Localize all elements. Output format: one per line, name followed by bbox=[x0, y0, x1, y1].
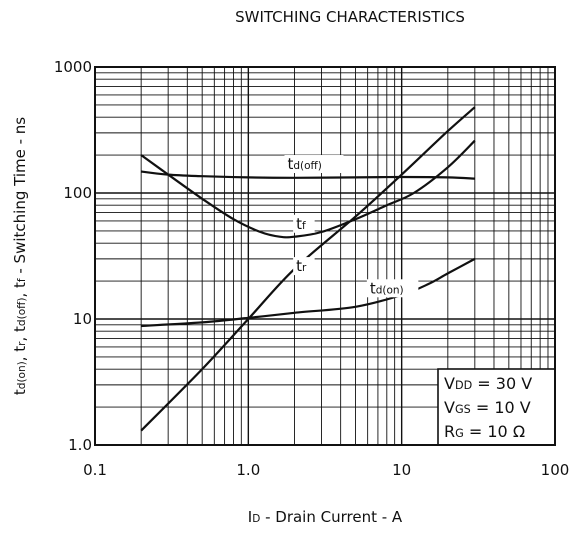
y-axis-label: td(on), tr, td(off), tf - Switching Time… bbox=[11, 117, 29, 395]
y-tick-label: 1.0 bbox=[68, 436, 92, 454]
curve-labels: td(off) tf tr td(on) bbox=[284, 155, 419, 298]
curve-label-bg bbox=[366, 279, 419, 298]
curve-label-bg bbox=[293, 214, 315, 233]
condition-vgs: VGS = 10 V bbox=[444, 398, 531, 417]
curve-tf bbox=[140, 139, 476, 239]
curve-label-tf: tf bbox=[296, 215, 306, 233]
curve-label-bg bbox=[293, 257, 315, 276]
condition-vdd: VDD = 30 V bbox=[444, 374, 532, 393]
curve-label-tr: tr bbox=[296, 257, 307, 275]
curve-label-td-off: td(off) bbox=[287, 155, 321, 173]
x-tick-label: 0.1 bbox=[83, 461, 107, 479]
plot-frame bbox=[94, 66, 556, 446]
curve-label-td-on: td(on) bbox=[370, 279, 404, 297]
conditions-box-frame bbox=[437, 368, 556, 446]
y-tick-label: 10 bbox=[73, 310, 92, 328]
curve-label-bg bbox=[284, 155, 344, 174]
curves bbox=[140, 106, 476, 432]
x-tick-label: 100 bbox=[541, 461, 570, 479]
y-tick-labels: 1.0 10 100 1000 bbox=[54, 58, 92, 454]
x-tick-label: 10 bbox=[392, 461, 411, 479]
x-tick-labels: 0.1 1.0 10 100 bbox=[83, 461, 569, 479]
condition-rg: RG = 10 Ω bbox=[444, 422, 525, 441]
test-conditions-box: VDD = 30 V VGS = 10 V RG = 10 Ω bbox=[437, 368, 556, 446]
chart-title: SWITCHING CHARACTERISTICS bbox=[235, 8, 465, 26]
x-axis-label: ID - Drain Current - A bbox=[248, 508, 403, 526]
y-tick-label: 100 bbox=[63, 184, 92, 202]
x-tick-label: 1.0 bbox=[236, 461, 260, 479]
curve-td-on bbox=[141, 257, 476, 328]
y-tick-label: 1000 bbox=[54, 58, 92, 76]
curve-tr bbox=[140, 106, 476, 432]
